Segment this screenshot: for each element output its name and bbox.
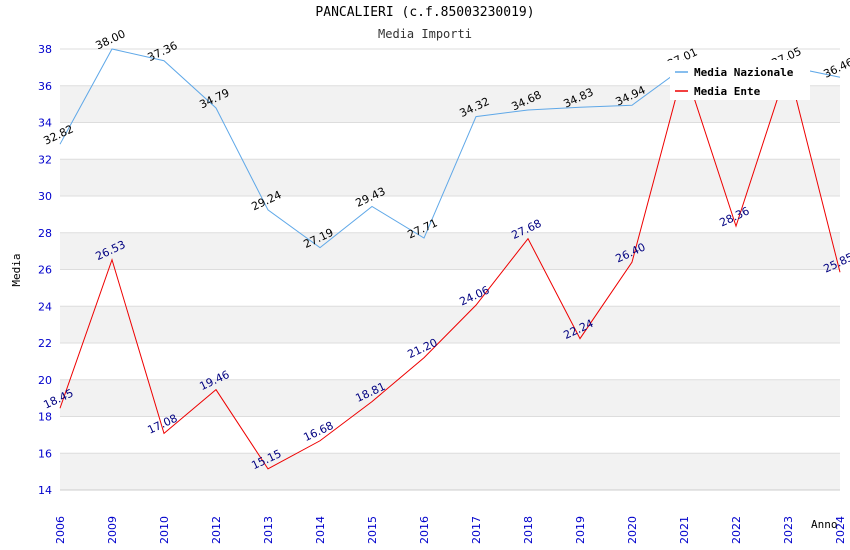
- x-tick-label: 2016: [418, 516, 431, 544]
- chart-title: PANCALIERI (c.f.85003230019): [315, 5, 535, 20]
- x-tick-label: 2021: [678, 516, 691, 544]
- x-tick-label: 2020: [626, 516, 639, 544]
- x-tick-label: 2024: [834, 516, 847, 544]
- x-tick-label: 2012: [210, 516, 223, 544]
- y-tick-label: 18: [38, 411, 52, 424]
- x-tick-label: 2023: [782, 516, 795, 544]
- legend: Media Nazionale Media Ente: [670, 60, 810, 100]
- y-tick-label: 38: [38, 43, 52, 56]
- y-axis-label: Media: [10, 253, 23, 286]
- y-tick-label: 16: [38, 447, 52, 460]
- y-tick-label: 36: [38, 80, 52, 93]
- grid-band: [60, 379, 840, 417]
- y-tick-label: 26: [38, 264, 52, 277]
- x-axis-ticks: 2006 2009 2010 2012 2013 2014 2015 2016 2017 2018…: [54, 516, 847, 544]
- y-tick-label: 14: [38, 484, 52, 497]
- x-tick-label: 2022: [730, 516, 743, 544]
- y-tick-label: 32: [38, 153, 52, 166]
- y-tick-label: 24: [38, 300, 52, 313]
- y-tick-label: 30: [38, 190, 52, 203]
- y-axis-ticks: 14 16 18 20 22 24 26 28 30 32 34 36 38: [38, 43, 52, 497]
- legend-box: [670, 60, 810, 100]
- y-tick-label: 28: [38, 227, 52, 240]
- grid-band: [60, 232, 840, 270]
- x-tick-label: 2010: [158, 516, 171, 544]
- grid-band: [60, 343, 840, 380]
- grid-band: [60, 416, 840, 454]
- x-tick-label: 2018: [522, 516, 535, 544]
- x-axis-label: Anno: [811, 518, 838, 531]
- grid-band: [60, 269, 840, 307]
- chart-subtitle: Media Importi: [378, 27, 472, 41]
- legend-label-nazionale: Media Nazionale: [694, 66, 794, 79]
- legend-label-ente: Media Ente: [694, 85, 761, 98]
- grid-band: [60, 453, 840, 490]
- y-tick-label: 22: [38, 337, 52, 350]
- x-tick-label: 2019: [574, 516, 587, 544]
- grid-band: [60, 306, 840, 343]
- x-tick-label: 2014: [314, 516, 327, 544]
- x-tick-label: 2015: [366, 516, 379, 544]
- x-tick-label: 2017: [470, 516, 483, 544]
- series-line-media-ente: [59, 64, 841, 470]
- x-tick-label: 2013: [262, 516, 275, 544]
- y-tick-label: 20: [38, 374, 52, 387]
- x-tick-label: 2006: [54, 516, 67, 544]
- y-tick-label: 34: [38, 117, 52, 130]
- grid-band: [60, 122, 840, 160]
- grid-band: [60, 196, 840, 233]
- x-tick-label: 2009: [106, 516, 119, 544]
